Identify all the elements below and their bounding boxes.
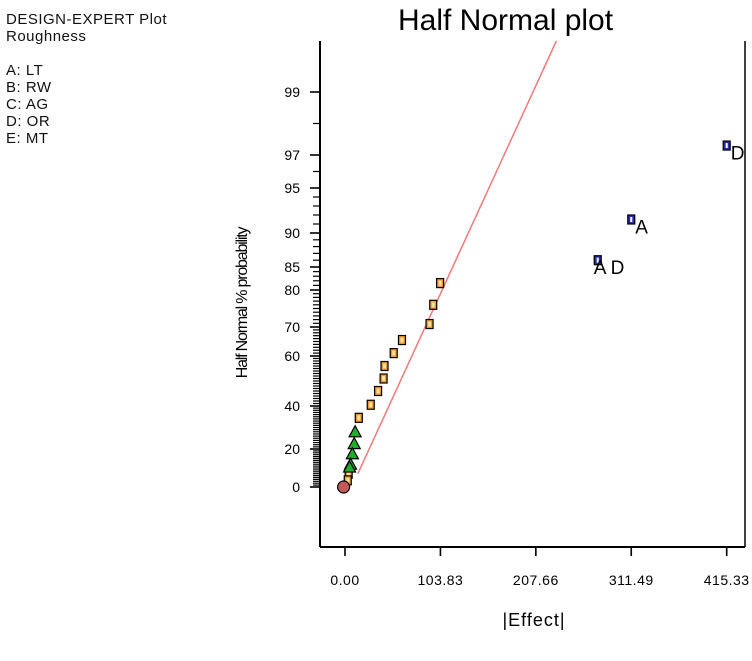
data-point-highlight — [369, 402, 373, 408]
data-point — [348, 424, 363, 438]
y-tick-label: 70 — [284, 319, 300, 335]
y-tick-label: 60 — [284, 348, 300, 364]
data-point — [347, 436, 362, 450]
y-tick-label: 40 — [284, 398, 300, 414]
data-point-highlight — [400, 337, 404, 343]
data-point-label: A — [635, 218, 648, 239]
data-point-label: A D — [594, 258, 625, 279]
data-point — [342, 459, 357, 473]
y-tick-label: 95 — [284, 180, 300, 196]
chart-title: Half Normal plot — [398, 4, 614, 37]
data-point-highlight — [630, 217, 633, 222]
y-tick-label: 80 — [284, 282, 300, 298]
data-point-highlight — [431, 302, 435, 308]
legend-factor-c: C: AG — [6, 96, 49, 113]
y-tick-label: 20 — [284, 441, 300, 457]
legend-factor-a: A: LT — [6, 62, 44, 79]
y-tick-label: 0 — [292, 479, 300, 495]
legend-response: Roughness — [6, 28, 87, 45]
x-tick-label: 415.33 — [704, 572, 750, 588]
data-point-highlight — [428, 321, 432, 327]
y-tick-label: 97 — [284, 147, 300, 163]
data-point-highlight — [376, 388, 380, 394]
reference-line — [357, 40, 558, 475]
data-point-highlight — [346, 477, 350, 483]
data-point-highlight — [347, 471, 351, 477]
legend-factor-d: D: OR — [6, 113, 51, 130]
x-tick-label: 207.66 — [513, 572, 559, 588]
legend-title: DESIGN-EXPERT Plot — [6, 11, 167, 28]
y-tick-label: 90 — [284, 225, 300, 241]
x-tick-label: 311.49 — [609, 572, 654, 588]
data-point — [345, 446, 360, 460]
data-point-label: D — [731, 144, 745, 165]
legend-factor-b: B: RW — [6, 79, 52, 96]
data-point — [337, 480, 351, 494]
data-point-highlight — [382, 376, 386, 381]
data-point-highlight — [383, 363, 387, 369]
plot-legend: DESIGN-EXPERT Plot Roughness A: LT B: RW… — [6, 11, 167, 147]
y-tick-label: 99 — [284, 84, 300, 100]
data-point-highlight — [438, 280, 442, 286]
data-point-highlight — [725, 143, 728, 149]
data-point-highlight — [357, 415, 361, 421]
x-axis-label: |Effect| — [502, 610, 566, 630]
legend-factor-e: E: MT — [6, 130, 49, 147]
data-point-highlight — [596, 257, 599, 263]
data-point-highlight — [392, 350, 396, 356]
x-tick-label: 103.83 — [418, 572, 464, 588]
x-tick-label: 0.00 — [330, 572, 359, 588]
y-tick-label: 85 — [284, 259, 300, 275]
